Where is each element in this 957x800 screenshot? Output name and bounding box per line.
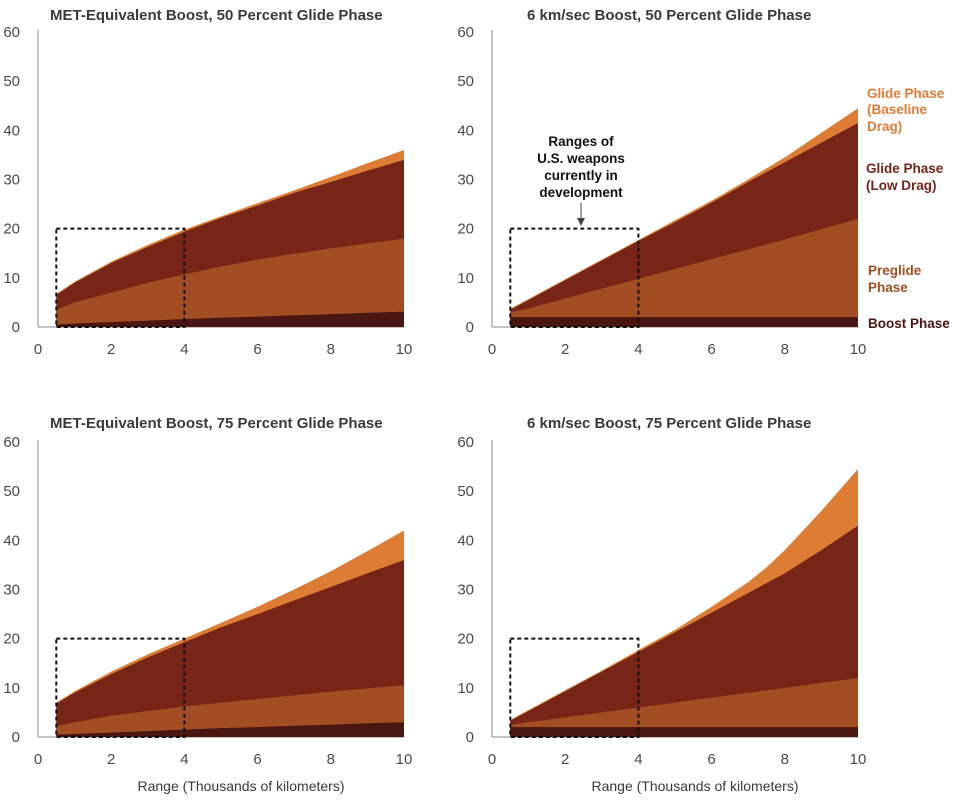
panel-title: MET-Equivalent Boost, 50 Percent Glide P… [50, 7, 383, 24]
x-tick-label: 0 [34, 341, 42, 358]
x-tick-label: 0 [34, 751, 42, 768]
y-tick-label: 0 [466, 319, 474, 336]
legend-label-preglide-phase: Preglide [868, 263, 922, 278]
legend-label-boost-phase: Boost Phase [868, 316, 950, 331]
annotation-text: currently in [544, 168, 618, 183]
y-tick-label: 40 [457, 532, 474, 549]
y-tick-label: 20 [3, 221, 20, 238]
panel-title: 6 km/sec Boost, 75 Percent Glide Phase [527, 415, 811, 432]
y-tick-label: 30 [3, 582, 20, 599]
development-range-box [55, 637, 186, 739]
x-tick-label: 2 [107, 751, 115, 768]
x-tick-label: 2 [561, 751, 569, 768]
y-tick-label: 10 [3, 680, 20, 697]
y-tick-label: 0 [466, 729, 474, 746]
area-preglide-phase [510, 218, 858, 327]
legend-label-glide-low-drag: Glide Phase [866, 161, 944, 176]
legend-label-glide-baseline-drag: Glide Phase [867, 86, 945, 101]
x-tick-label: 4 [180, 341, 188, 358]
x-tick-label: 8 [781, 341, 789, 358]
development-range-box [55, 227, 186, 329]
y-tick-label: 60 [3, 24, 20, 41]
area-boost-phase [56, 722, 405, 737]
y-tick-label: 50 [457, 483, 474, 500]
x-tick-label: 8 [327, 751, 335, 768]
y-tick-label: 30 [457, 172, 474, 189]
x-tick-label: 6 [707, 751, 715, 768]
legend-label-glide-baseline-drag: Drag) [867, 119, 902, 134]
y-tick-label: 40 [3, 532, 20, 549]
y-tick-label: 50 [3, 73, 20, 90]
x-axis-label: Range (Thousands of kilometers) [138, 778, 345, 794]
development-range-box [509, 637, 640, 739]
annotation-text: U.S. weapons [537, 151, 625, 166]
x-tick-label: 6 [707, 341, 715, 358]
x-tick-label: 10 [850, 751, 867, 768]
area-preglide-phase [56, 685, 405, 737]
area-preglide-phase [510, 678, 858, 737]
x-tick-label: 0 [488, 751, 496, 768]
area-boost-phase [56, 311, 405, 327]
x-tick-label: 2 [107, 341, 115, 358]
y-tick-label: 10 [457, 270, 474, 287]
panel-title: 6 km/sec Boost, 50 Percent Glide Phase [527, 7, 811, 24]
y-tick-label: 20 [457, 631, 474, 648]
area-boost-phase [510, 727, 858, 737]
x-tick-label: 8 [327, 341, 335, 358]
y-tick-label: 10 [457, 680, 474, 697]
area-preglide-phase [56, 238, 405, 327]
y-tick-label: 0 [12, 729, 20, 746]
area-glide-low-drag [510, 525, 858, 737]
x-tick-label: 6 [253, 751, 261, 768]
annotation-text: development [539, 185, 623, 200]
y-tick-label: 40 [3, 122, 20, 139]
x-tick-label: 6 [253, 341, 261, 358]
y-tick-label: 20 [3, 631, 20, 648]
legend-label-preglide-phase: Phase [868, 280, 908, 295]
annotation-text: Ranges of [548, 134, 614, 149]
y-tick-label: 10 [3, 270, 20, 287]
x-tick-label: 0 [488, 341, 496, 358]
y-tick-label: 50 [457, 73, 474, 90]
y-tick-label: 30 [3, 172, 20, 189]
legend-label-glide-low-drag: (Low Drag) [866, 178, 937, 193]
x-tick-label: 8 [781, 751, 789, 768]
legend-label-glide-baseline-drag: (Baseline [867, 102, 928, 117]
x-tick-label: 4 [634, 341, 642, 358]
y-tick-label: 40 [457, 122, 474, 139]
y-tick-label: 60 [457, 24, 474, 41]
x-tick-label: 10 [396, 751, 413, 768]
y-tick-label: 20 [457, 221, 474, 238]
y-tick-label: 0 [12, 319, 20, 336]
area-glide-low-drag [56, 560, 405, 737]
x-tick-label: 4 [180, 751, 188, 768]
x-tick-label: 4 [634, 751, 642, 768]
y-tick-label: 50 [3, 483, 20, 500]
area-boost-phase [510, 317, 858, 327]
annotation-arrow-head [577, 218, 585, 226]
x-tick-label: 10 [396, 341, 413, 358]
development-range-box [509, 227, 640, 329]
y-tick-label: 60 [3, 434, 20, 451]
x-tick-label: 2 [561, 341, 569, 358]
panel-title: MET-Equivalent Boost, 75 Percent Glide P… [50, 415, 383, 432]
y-tick-label: 30 [457, 582, 474, 599]
y-tick-label: 60 [457, 434, 474, 451]
x-tick-label: 10 [850, 341, 867, 358]
x-axis-label: Range (Thousands of kilometers) [592, 778, 799, 794]
